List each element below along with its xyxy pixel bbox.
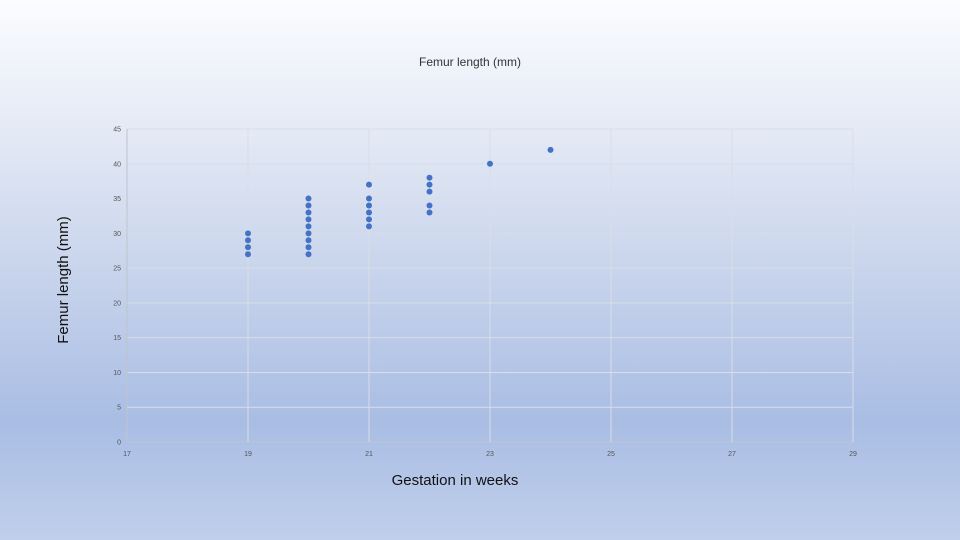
data-point	[366, 195, 372, 202]
data-point	[305, 237, 312, 244]
y-axis-title: Femur length (mm)	[55, 216, 72, 344]
data-point	[305, 202, 312, 209]
data-point	[305, 209, 312, 216]
y-tick-label: 35	[113, 196, 121, 203]
y-tick-label: 30	[113, 231, 121, 238]
x-tick-label: 29	[849, 451, 857, 458]
x-tick-label: 17	[123, 451, 131, 458]
data-point	[245, 251, 251, 258]
y-tick-label: 25	[113, 266, 121, 273]
y-tick-label: 20	[113, 300, 121, 307]
data-point	[245, 230, 251, 237]
y-tick-label: 10	[113, 370, 121, 377]
chart-title: Femur length (mm)	[419, 55, 521, 69]
y-tick-label: 45	[113, 127, 121, 134]
data-points	[245, 146, 554, 258]
data-point	[426, 188, 433, 195]
x-tick-label: 23	[486, 451, 494, 458]
x-tick-label: 27	[728, 451, 736, 458]
y-tick-label: 5	[117, 405, 121, 412]
data-point	[366, 209, 372, 216]
data-point	[366, 181, 372, 188]
data-point	[426, 174, 433, 181]
x-axis-title: Gestation in weeks	[392, 472, 519, 489]
data-point	[366, 202, 372, 209]
data-point	[426, 181, 433, 188]
data-point	[245, 237, 251, 244]
data-point	[426, 202, 433, 209]
data-point	[305, 230, 312, 237]
data-point	[305, 216, 312, 223]
x-tick-label: 19	[244, 451, 252, 458]
data-point	[487, 160, 493, 167]
y-tick-label: 40	[113, 161, 121, 168]
data-point	[366, 216, 372, 223]
data-point	[547, 146, 554, 153]
data-point	[426, 209, 433, 216]
data-point	[305, 251, 312, 258]
x-tick-label: 25	[607, 451, 615, 458]
data-point	[305, 223, 312, 230]
x-tick-label: 21	[365, 451, 373, 458]
tick-labels: 0 5 10 15 20 25 30 35 40 45 17 19 21 23 25 27 29	[113, 127, 857, 459]
y-tick-label: 15	[113, 335, 121, 342]
data-point	[305, 195, 312, 202]
data-point	[305, 244, 312, 251]
y-tick-label: 0	[117, 440, 121, 447]
grid-lines	[126, 128, 854, 443]
data-point	[366, 223, 372, 230]
data-point	[245, 244, 251, 251]
